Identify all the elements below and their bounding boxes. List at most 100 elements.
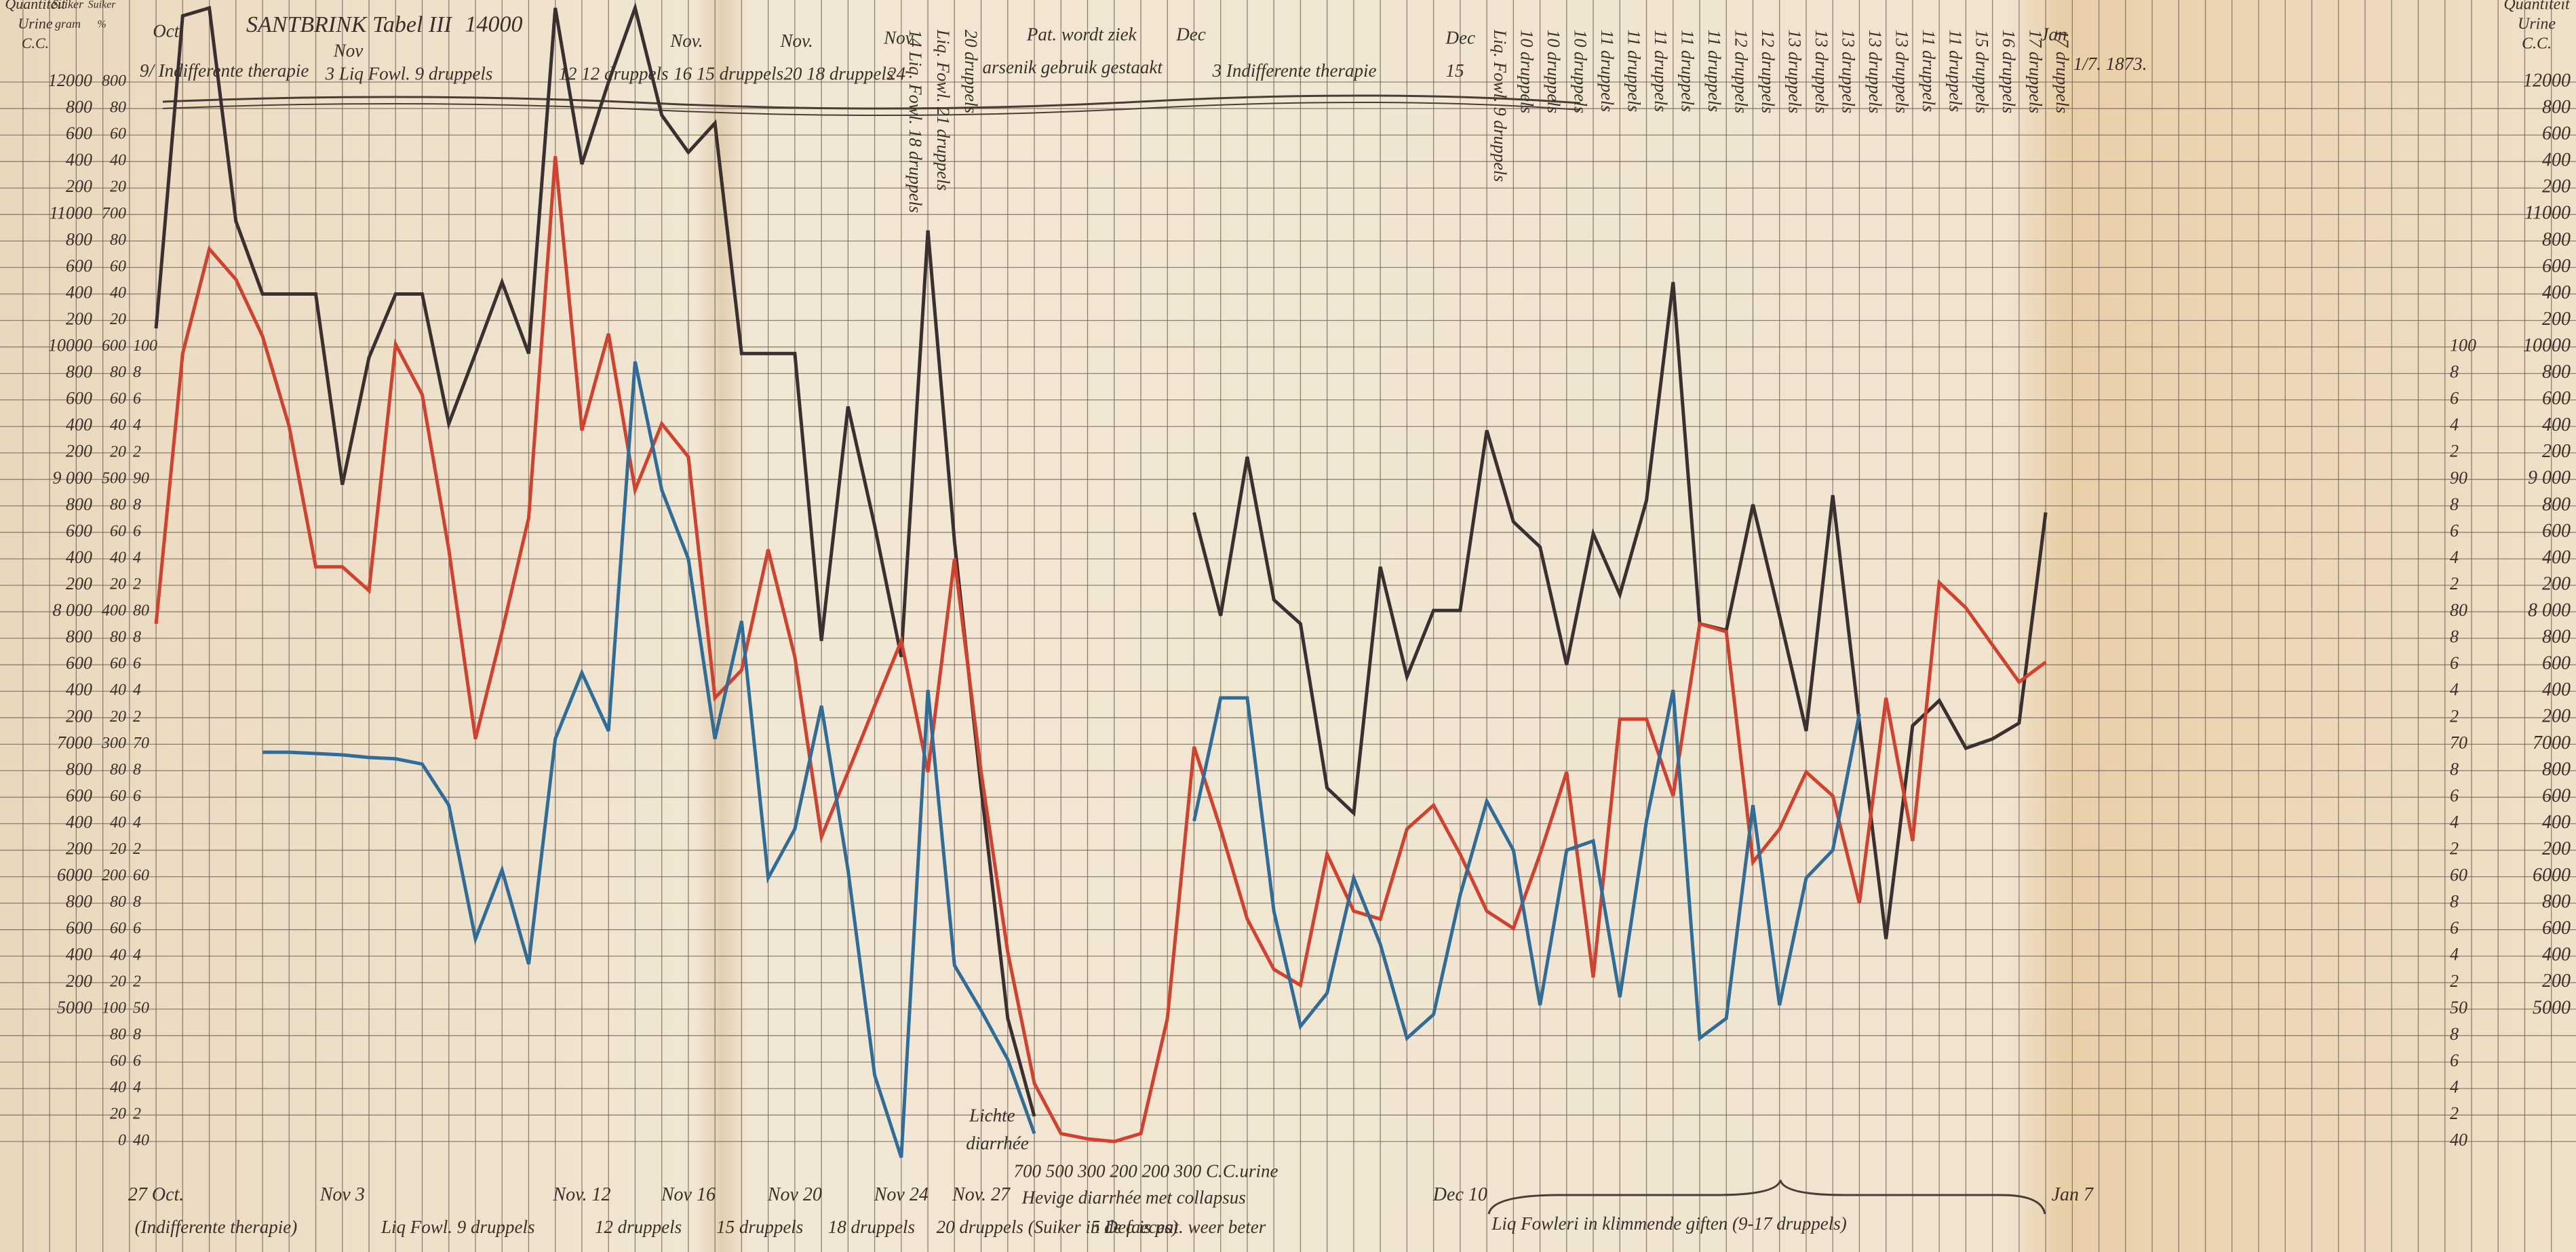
y-tick-label: 20 [110,443,126,461]
y-tick-label: 700 [102,205,126,222]
y-tick-label: 40 [110,152,126,170]
y-tick-label: 600 [66,123,92,143]
y-tick-label: 6 [2450,653,2459,673]
y-tick-label: 2 [133,708,141,726]
annotation: 9/ Indifferente therapie [140,60,309,81]
y-tick-label: 70 [133,735,149,752]
y-tick-label: 600 [66,256,92,275]
y-tick-label: 800 [66,627,92,646]
y-tick-label: 80 [110,893,126,911]
y-tick-label: 8 000 [53,600,93,620]
x-tick-label: Nov. 12 [552,1184,610,1205]
dose-label: 13 druppels [1784,30,1804,114]
y-tick-label: 20 [110,1106,126,1123]
y-tick-label: 8 [133,364,141,381]
dose-label: 11 druppels [1919,30,1938,113]
y-tick-label: 400 [66,547,92,567]
y-tick-label: 6 [133,920,141,937]
annotation: Dec [1175,24,1205,44]
annotation: Pat. wordt ziek [1026,24,1137,44]
y-tick-label: 40 [110,814,126,832]
dose-label: 10 druppels [1544,30,1563,114]
y-tick-label: 600 [66,653,92,673]
axis-label: % [97,19,106,31]
y-tick-label: 100 [2450,336,2476,355]
y-tick-label: 40 [110,1079,126,1097]
y-tick-label: 400 [66,812,92,832]
dose-label: 12 druppels [1758,30,1778,114]
y-tick-label: 800 [66,362,92,382]
y-tick-label: 800 [66,892,92,912]
y-tick-label: 8 [2450,362,2459,382]
axis-label: Suiker [52,0,84,11]
y-tick-label: 800 [2542,627,2571,648]
y-tick-label: 2 [2450,971,2459,991]
y-tick-label: 200 [2542,176,2571,197]
annotation: (Indifferente therapie) [135,1217,298,1237]
y-tick-label: 60 [110,920,126,937]
y-tick-label: 800 [2542,759,2571,780]
y-tick-label: 600 [66,918,92,938]
y-tick-label: 200 [66,706,92,726]
dose-label: 11 druppels [1945,30,1965,113]
y-tick-label: 400 [2542,150,2571,171]
y-tick-label: 20 [110,708,126,726]
y-tick-label: 20 [110,576,126,593]
y-tick-label: 200 [2542,573,2571,594]
y-tick-label: 6 [133,787,141,805]
y-tick-label: 40 [2450,1130,2467,1150]
y-tick-label: 60 [110,655,126,673]
y-tick-label: 6 [133,655,141,673]
y-tick-label: 60 [110,390,126,408]
y-tick-label: 50 [2450,998,2467,1017]
annotation: 5 Dec is pat. weer beter [1091,1217,1266,1237]
annotation: 1/7. 1873. [2073,54,2147,74]
y-tick-label: 300 [101,735,126,752]
y-tick-label: 600 [2542,520,2571,541]
y-tick-label: 2 [133,973,141,990]
y-tick-label: 2 [133,443,141,461]
y-tick-label: 600 [66,521,92,541]
y-tick-label: 50 [133,999,149,1017]
y-tick-label: 6 [2450,1051,2459,1070]
y-tick-label: 600 [66,389,92,408]
axis-label: C.C. [22,35,49,52]
y-tick-label: 800 [66,759,92,779]
y-tick-label: 6 [133,390,141,408]
page: SANTBRINK Tabel III 12000800600400200110… [0,0,2576,1252]
axis-label: gram [55,17,81,31]
y-tick-label: 60 [110,258,126,275]
dose-label: 13 druppels [1892,30,1911,114]
annotation: Liq Fowl. 9 druppels [380,1217,535,1237]
y-tick-label: 4 [2450,812,2459,832]
y-tick-label: 800 [66,494,92,514]
y-tick-label: 60 [110,125,126,143]
dose-label: 11 druppels [1651,30,1671,113]
y-tick-label: 800 [102,73,126,90]
y-tick-label: 4 [2450,680,2459,699]
y-tick-label: 60 [133,867,149,884]
y-tick-label: 9 000 [2528,467,2571,488]
y-tick-label: 200 [66,309,92,328]
axis-label: Urine [18,15,53,32]
dose-label: Liq. Fowl. 21 druppels [933,29,953,191]
y-tick-label: 4 [2450,945,2459,964]
y-tick-label: 2 [133,576,141,593]
annotation: 16 15 druppels [674,64,783,84]
y-tick-label: 70 [2450,732,2467,752]
y-tick-label: 500 [102,469,126,487]
y-tick-label: 4 [2450,1077,2459,1097]
annotation: Nov. [780,31,813,51]
y-tick-label: 400 [102,602,126,620]
y-tick-label: 6 [2450,918,2459,938]
annotation: 24 [887,64,905,84]
y-tick-label: 40 [110,946,126,964]
y-tick-label: 8 [133,1025,141,1043]
y-tick-label: 6 [2450,389,2459,408]
y-tick-label: 6 [133,522,141,540]
axis-label: Suiker [88,0,117,11]
y-tick-label: 80 [110,1025,126,1043]
y-tick-label: 90 [133,469,149,487]
y-tick-label: 200 [2542,441,2571,462]
dose-label: 13 druppels [1865,30,1885,114]
